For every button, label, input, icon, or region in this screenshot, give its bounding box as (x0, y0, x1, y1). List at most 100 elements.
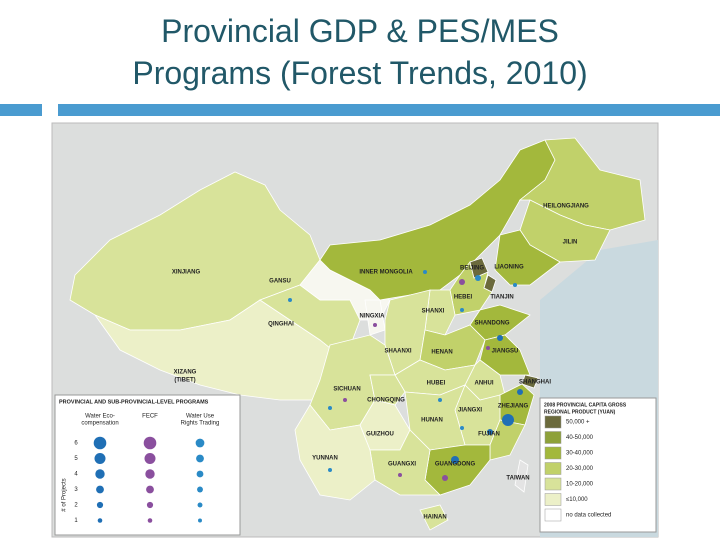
title-line: Provincial GDP & PES/MES (161, 13, 559, 49)
legend-dot (147, 518, 153, 523)
gdp-legend: 2008 PROVINCIAL CAPITA GROSS REGIONAL PR… (539, 397, 657, 533)
province-label: SHANDONG (474, 321, 509, 327)
province (369, 429, 441, 496)
slide-title: Provincial GDP & PES/MES Programs (Fores… (0, 10, 720, 94)
province-label: ANHUI (475, 381, 494, 387)
project-dot (460, 426, 464, 430)
province-label: ZHEJIANG (498, 404, 529, 410)
legend-swatch (544, 493, 562, 506)
project-dot (497, 335, 503, 341)
legend-item-label: ≤10,000 (566, 497, 588, 503)
legend-column-label: compensation (81, 421, 118, 427)
province (514, 459, 529, 493)
legend-item-label: 10-20,000 (566, 482, 594, 488)
legend-dot (96, 501, 104, 509)
province-label: INNER MONGOLIA (359, 270, 413, 276)
legend-row-label: 5 (74, 456, 78, 462)
project-dot (328, 468, 332, 472)
legend-item-label: 20-30,000 (566, 466, 594, 472)
project-dot (502, 414, 514, 426)
province-label: HEILONGJIANG (543, 204, 589, 210)
legend-dot (145, 469, 155, 479)
province-label: JILIN (563, 240, 578, 246)
legend-dot (94, 453, 106, 464)
legend-column-label: Rights Trading (181, 421, 220, 427)
province (469, 257, 489, 279)
province-label: FUJIAN (478, 432, 500, 438)
legend-dot (195, 438, 205, 448)
legend-swatch (544, 477, 562, 491)
legend-dot (144, 453, 156, 464)
province-label: SHANGHAI (519, 380, 551, 386)
legend-dot (198, 518, 202, 523)
province (369, 374, 406, 406)
accent-bar (58, 104, 720, 116)
project-dot (487, 429, 493, 435)
legend-dot (197, 502, 203, 508)
province (294, 404, 376, 501)
legend-column-label: Water Eco- (85, 414, 115, 420)
project-dot (486, 346, 490, 350)
project-dot (451, 456, 459, 464)
legend-dot (146, 485, 154, 494)
province (521, 374, 539, 389)
legend-axis-label: # of Projects (62, 478, 68, 511)
province-label: GUANGDONG (435, 462, 476, 468)
province-label: HAINAN (423, 515, 446, 521)
province-label: HUBEI (427, 381, 446, 387)
legend-swatch (544, 508, 562, 522)
province-label: HEBEI (454, 295, 473, 301)
legend-dot (143, 436, 157, 450)
provinces (69, 137, 646, 531)
project-dot (475, 275, 481, 281)
legend-swatch (544, 431, 562, 444)
province-label: QINGHAI (268, 322, 294, 328)
province-label: HENAN (431, 350, 452, 356)
accent-block (0, 104, 42, 116)
project-dot (438, 398, 442, 402)
legend-row-label: 6 (74, 441, 78, 447)
province-label: JIANGXI (458, 408, 482, 414)
province (419, 324, 486, 371)
legend-column-label: FECF (142, 414, 158, 420)
province-label: LIAONING (494, 265, 524, 271)
legend-row-label: 4 (74, 472, 78, 478)
province (494, 229, 561, 286)
province-label: YUNNAN (312, 456, 338, 462)
legend-row-label: 3 (74, 487, 78, 493)
project-dot (442, 475, 448, 481)
legend-dot (96, 485, 104, 494)
province-label: TIANJIN (490, 295, 513, 301)
legend-box (54, 394, 241, 536)
province-label: GANSU (269, 279, 291, 285)
province (489, 419, 526, 461)
legend-dot (146, 501, 154, 509)
legend-dot (95, 469, 105, 479)
project-dot (517, 389, 523, 395)
province-label: NINGXIA (359, 314, 385, 320)
legend-dot (197, 486, 203, 493)
legend-row-label: 1 (74, 518, 78, 524)
project-dots (288, 270, 523, 481)
province-label: GUANGXI (388, 462, 416, 468)
project-dot (459, 279, 465, 285)
programs-legend: PROVINCIAL AND SUB-PROVINCIAL-LEVEL PROG… (54, 394, 241, 536)
project-dot (343, 398, 347, 402)
legend-item-label: 40-50,000 (566, 435, 594, 441)
legend-dot (93, 436, 107, 450)
legend-dot (196, 470, 204, 478)
project-dot (398, 473, 402, 477)
province (483, 274, 497, 293)
project-dot (423, 270, 427, 274)
legend-swatch (544, 446, 562, 460)
province (419, 504, 449, 531)
project-dot (373, 323, 377, 327)
province-label: JIANGSU (492, 349, 519, 355)
province-label: SHAANXI (384, 349, 411, 355)
legend-column-label: Water Use (186, 414, 215, 420)
legend-dot (97, 518, 103, 523)
province-label: TAIWAN (506, 476, 529, 482)
project-dot (328, 406, 332, 410)
legend-item-label: 50,000 + (566, 420, 590, 426)
